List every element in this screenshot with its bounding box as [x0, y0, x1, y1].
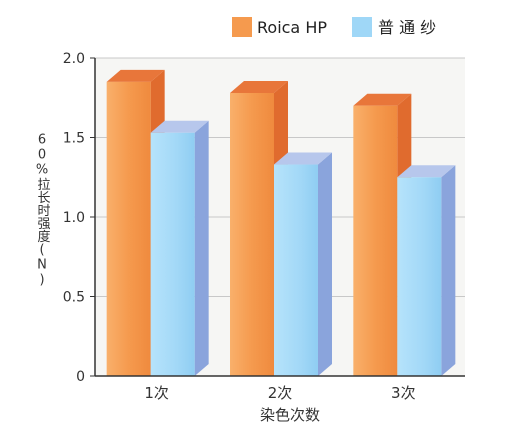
legend-swatch-normal — [352, 17, 372, 37]
x-tick-label: 1次 — [144, 384, 169, 402]
y-tick-label: 1.5 — [63, 131, 85, 147]
legend-swatch-roica — [232, 17, 252, 37]
y-tick-label: 2.0 — [63, 51, 85, 67]
y-tick-label: 0 — [76, 369, 85, 385]
bar-side — [194, 120, 209, 376]
bar-side — [318, 152, 332, 376]
y-ticks: 0 0.5 1.0 1.5 2.0 — [63, 51, 95, 385]
x-axis-label: 染色次数 — [260, 406, 320, 424]
x-tick-label: 2次 — [268, 384, 293, 402]
y-tick-label: 0.5 — [63, 290, 85, 306]
bar-top — [397, 165, 456, 178]
legend-label-roica: Roica HP — [257, 18, 327, 37]
bar-top — [274, 152, 332, 165]
bar-normal-yarn — [397, 177, 442, 376]
x-tick-label: 3次 — [391, 384, 416, 402]
x-ticks: 1次 2次 3次 — [144, 384, 415, 402]
bar-top — [150, 120, 209, 133]
bars-layer — [106, 69, 456, 376]
bar-normal-yarn — [274, 164, 318, 376]
bar-top — [353, 93, 412, 106]
bar-roica-hp — [106, 81, 151, 376]
bar-roica-hp — [353, 105, 398, 376]
bar-normal-yarn — [150, 132, 195, 376]
bar-roica-hp — [230, 92, 274, 376]
bar-top — [106, 69, 165, 82]
bar-side — [441, 165, 456, 376]
bar-top — [230, 80, 288, 93]
y-axis-label: 60%拉长时强度(N) — [35, 133, 51, 288]
legend: Roica HP 普 通 纱 — [232, 17, 436, 37]
legend-label-normal: 普 通 纱 — [378, 18, 436, 37]
y-tick-label: 1.0 — [63, 210, 85, 226]
